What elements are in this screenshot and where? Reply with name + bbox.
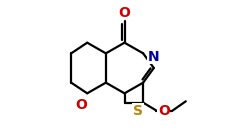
Text: O: O bbox=[119, 6, 130, 20]
Text: O: O bbox=[75, 98, 87, 112]
Text: S: S bbox=[133, 104, 143, 118]
Text: N: N bbox=[148, 50, 160, 64]
Text: O: O bbox=[158, 104, 170, 118]
